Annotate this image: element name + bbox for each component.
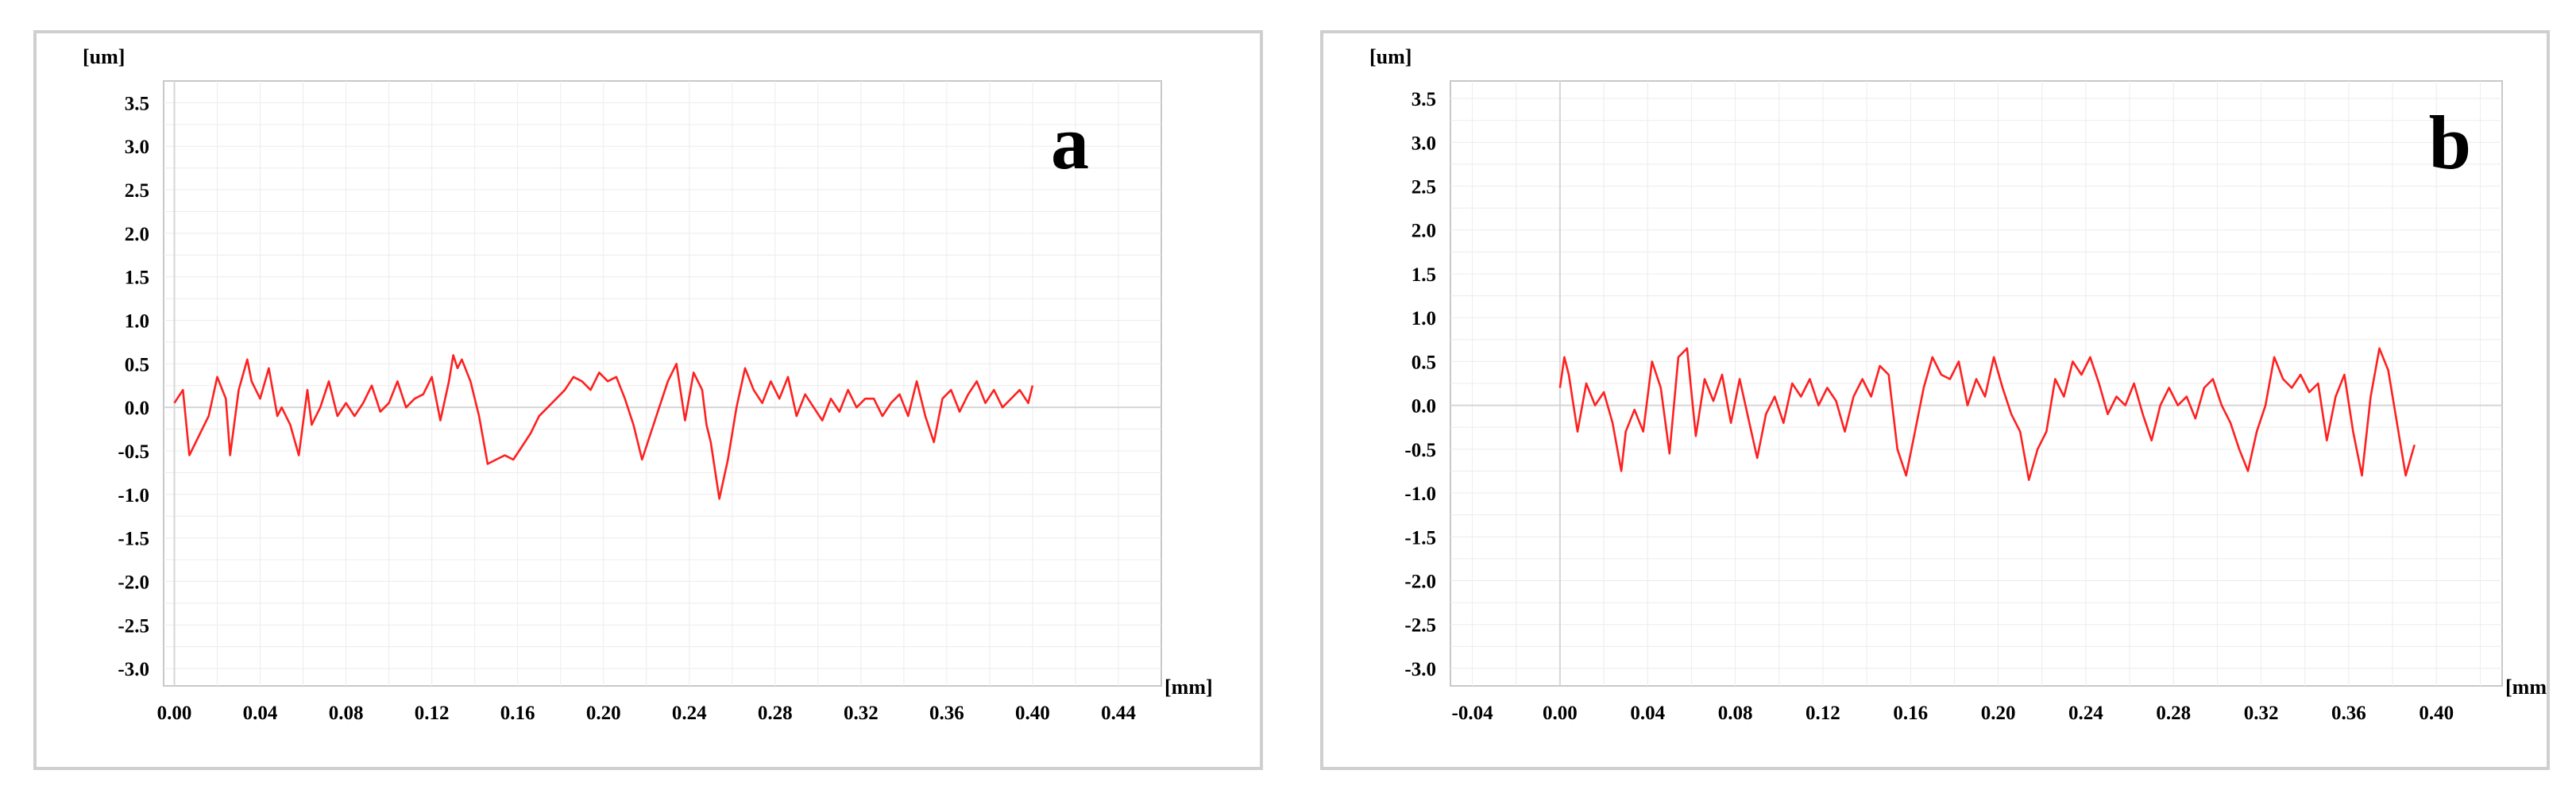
y-tick-label: 0.5 <box>1412 352 1436 373</box>
panel-letter: a <box>1051 100 1089 185</box>
y-tick-label: -2.0 <box>1404 571 1436 592</box>
y-tick-label: 0.0 <box>125 398 149 419</box>
y-tick-label: 3.0 <box>1412 133 1436 154</box>
y-tick-label: -0.5 <box>118 441 149 463</box>
y-tick-label: 1.5 <box>1412 264 1436 286</box>
y-tick-label: 3.5 <box>125 93 149 114</box>
y-tick-label: -0.5 <box>1404 440 1436 461</box>
chart-b: -0.04 0.00 0.04 0.08 0.12 0.16 0.20 0.24 0.28 0.3… <box>1369 45 2547 724</box>
y-tick-label: 0.5 <box>125 354 149 375</box>
x-axis-unit-label: [mm] <box>2505 676 2547 699</box>
x-tick-label: 0.08 <box>1718 703 1753 724</box>
x-tick-label: 0.12 <box>415 703 450 724</box>
x-tick-label: 0.24 <box>672 703 707 724</box>
y-tick-label: -1.5 <box>1404 527 1436 549</box>
y-tick-label: 1.5 <box>125 268 149 289</box>
x-tick-label: 0.04 <box>243 703 278 724</box>
profile-series-line <box>1558 347 2416 481</box>
y-tick-label: -3.0 <box>1404 659 1436 680</box>
y-tick-label: -2.5 <box>118 615 149 637</box>
y-tick-label: -2.5 <box>1404 615 1436 637</box>
y-tick-label: -1.0 <box>1404 483 1436 505</box>
y-tick-label: 2.5 <box>1412 177 1436 198</box>
chart-panel-b: -0.04 0.00 0.04 0.08 0.12 0.16 0.20 0.24 0.28 0.3… <box>1320 30 2550 770</box>
x-tick-label: 0.40 <box>2419 703 2454 724</box>
y-tick-label: 2.5 <box>125 180 149 202</box>
x-tick-label: 0.36 <box>2331 703 2366 724</box>
y-tick-label: -2.0 <box>118 572 149 593</box>
x-tick-label: 0.36 <box>929 703 964 724</box>
y-tick-label: -1.5 <box>118 529 149 550</box>
x-tick-label: 0.20 <box>586 703 621 724</box>
y-tick-label: 3.0 <box>125 137 149 158</box>
y-axis-unit-label: [um] <box>83 45 125 68</box>
x-tick-label: 0.12 <box>1806 703 1840 724</box>
x-tick-label: 0.00 <box>157 703 192 724</box>
x-tick-label: 0.08 <box>329 703 364 724</box>
x-tick-label: 0.44 <box>1101 703 1136 724</box>
x-tick-label: 0.28 <box>2156 703 2191 724</box>
x-tick-label: 0.00 <box>1543 703 1578 724</box>
y-axis-unit-label: [um] <box>1369 45 1412 68</box>
chart-a: 0.00 0.04 0.08 0.12 0.16 0.20 0.24 0.28 0.32 0.36… <box>83 45 1213 724</box>
chart-panel-a: 0.00 0.04 0.08 0.12 0.16 0.20 0.24 0.28 0.32 0.36… <box>33 30 1263 770</box>
x-tick-label: 0.16 <box>500 703 535 724</box>
x-tick-label: 0.24 <box>2068 703 2103 724</box>
x-tick-label: 0.40 <box>1015 703 1050 724</box>
x-tick-label: 0.28 <box>758 703 793 724</box>
y-tick-label: 3.5 <box>1412 89 1436 110</box>
x-tick-label: 0.04 <box>1630 703 1665 724</box>
y-tick-label: -3.0 <box>118 659 149 680</box>
x-tick-label: 0.32 <box>844 703 879 724</box>
y-tick-label: 1.0 <box>1412 308 1436 329</box>
x-tick-label: 0.16 <box>1893 703 1928 724</box>
x-tick-label: -0.04 <box>1452 703 1494 724</box>
y-tick-label: 1.0 <box>125 311 149 333</box>
y-tick-label: 2.0 <box>125 224 149 245</box>
x-tick-label: 0.20 <box>1981 703 2016 724</box>
y-tick-label: 2.0 <box>1412 221 1436 242</box>
profile-series-line <box>173 354 1034 500</box>
y-tick-label: 0.0 <box>1412 396 1436 418</box>
x-tick-label: 0.32 <box>2244 703 2279 724</box>
y-tick-label: -1.0 <box>118 485 149 506</box>
plot-area <box>163 80 1162 687</box>
panel-letter: b <box>2429 100 2471 185</box>
x-axis-unit-label: [mm] <box>1164 676 1213 699</box>
grid <box>164 81 1161 686</box>
